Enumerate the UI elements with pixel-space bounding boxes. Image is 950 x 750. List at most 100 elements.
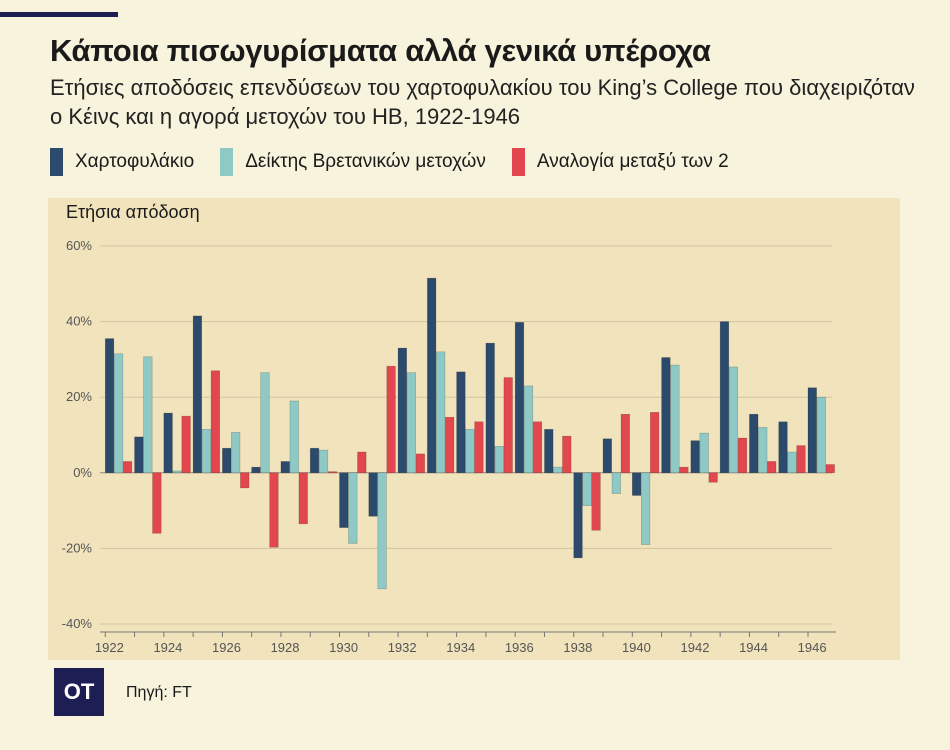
- bar-portfolio: [485, 342, 495, 474]
- x-tick-label: 1936: [505, 640, 534, 655]
- x-tick-label: 1940: [622, 640, 651, 655]
- bar-ratio: [679, 466, 689, 474]
- bar-portfolio: [339, 472, 349, 528]
- bar-ratio: [386, 365, 396, 474]
- bar-portfolio: [309, 447, 320, 474]
- bar-uk-index: [318, 449, 329, 474]
- legend-swatch-portfolio: [50, 148, 63, 176]
- bar-ratio: [620, 413, 630, 474]
- bar-uk-index: [348, 472, 358, 544]
- bar-uk-index: [787, 451, 797, 474]
- legend-item-ratio: Αναλογία μεταξύ των 2: [511, 148, 729, 176]
- bar-ratio: [445, 416, 455, 474]
- x-tick-label: 1928: [271, 640, 300, 655]
- bar-portfolio: [573, 472, 583, 559]
- bar-uk-index: [143, 356, 153, 474]
- bar-uk-index: [641, 472, 651, 545]
- bar-portfolio: [280, 461, 290, 474]
- y-tick-label: 0%: [73, 465, 92, 480]
- bar-ratio: [708, 472, 718, 483]
- bar-ratio: [210, 370, 221, 474]
- x-tick-label: 1932: [388, 640, 417, 655]
- bar-portfolio: [192, 315, 203, 474]
- y-tick-label: 40%: [66, 314, 92, 329]
- x-tick-label: 1938: [563, 640, 592, 655]
- bar-ratio: [415, 453, 425, 474]
- bar-portfolio: [749, 413, 759, 474]
- bar-portfolio: [690, 440, 700, 474]
- bar-ratio: [591, 472, 601, 531]
- bar-ratio: [532, 421, 543, 474]
- bar-ratio: [825, 464, 835, 474]
- bar-ratio: [298, 472, 308, 525]
- bar-uk-index: [582, 472, 592, 506]
- bar-uk-index: [172, 470, 182, 474]
- bar-ratio: [357, 451, 367, 474]
- legend-item-uk-index: Δείκτης Βρετανικών μετοχών: [220, 148, 486, 176]
- ot-logo: OT: [54, 668, 104, 716]
- bar-uk-index: [670, 364, 680, 474]
- chart-subtitle: Ετήσιες αποδόσεις επενδύσεων του χαρτοφυ…: [50, 75, 915, 129]
- x-tick-label: 1942: [681, 640, 710, 655]
- bar-portfolio: [514, 322, 525, 474]
- bar-ratio: [503, 377, 513, 474]
- bar-portfolio: [632, 472, 642, 496]
- legend-item-portfolio: Χαρτοφυλάκιο: [50, 148, 194, 176]
- source-note: Πηγή: FT: [126, 684, 192, 701]
- legend-swatch-uk-index: [220, 148, 234, 176]
- bar-ratio: [767, 461, 777, 474]
- bar-uk-index: [699, 432, 709, 474]
- bar-portfolio: [251, 466, 261, 474]
- bar-ratio: [327, 471, 338, 474]
- legend-label-ratio: Αναλογία μεταξύ των 2: [536, 151, 729, 172]
- bar-portfolio: [719, 321, 730, 474]
- bar-uk-index: [231, 432, 241, 474]
- bar-ratio: [474, 421, 484, 474]
- bar-ratio: [796, 445, 806, 474]
- bar-uk-index: [289, 400, 299, 474]
- chart-title: Κάποια πισωγυρίσματα αλλά γενικά υπέροχα: [50, 33, 711, 68]
- bar-ratio: [650, 412, 660, 474]
- bar-uk-index: [758, 427, 768, 474]
- y-tick-label: 20%: [66, 389, 92, 404]
- bar-ratio: [152, 472, 162, 534]
- bar-ratio: [269, 472, 279, 548]
- bar-uk-index: [406, 372, 416, 474]
- bar-portfolio: [368, 472, 378, 517]
- y-tick-label: 60%: [66, 238, 92, 253]
- bar-uk-index: [523, 385, 534, 474]
- bar-portfolio: [778, 421, 788, 474]
- x-tick-label: 1924: [153, 640, 182, 655]
- bar-portfolio: [134, 436, 144, 474]
- x-tick-label: 1944: [739, 640, 768, 655]
- x-tick-label: 1946: [798, 640, 827, 655]
- bar-ratio: [737, 437, 748, 474]
- bar-uk-index: [494, 446, 504, 474]
- top-accent-rule: [0, 12, 118, 17]
- bar-uk-index: [728, 366, 739, 474]
- bar-portfolio: [661, 357, 671, 474]
- bar-portfolio: [602, 438, 612, 474]
- bar-portfolio: [104, 338, 115, 474]
- bar-portfolio: [544, 429, 554, 474]
- x-tick-label: 1934: [446, 640, 475, 655]
- bar-uk-index: [465, 429, 475, 474]
- bar-portfolio: [397, 347, 407, 474]
- bar-uk-index: [816, 396, 826, 474]
- y-tick-label: -40%: [62, 616, 93, 631]
- x-tick-label: 1922: [95, 640, 124, 655]
- bar-uk-index: [611, 472, 621, 494]
- bar-uk-index: [260, 372, 270, 474]
- legend: Χαρτοφυλάκιο Δείκτης Βρετανικών μετοχών …: [50, 148, 755, 176]
- legend-swatch-ratio: [511, 148, 525, 176]
- bar-portfolio: [427, 277, 437, 474]
- legend-label-portfolio: Χαρτοφυλάκιο: [75, 151, 195, 172]
- bar-portfolio: [163, 412, 173, 474]
- bar-portfolio: [807, 387, 817, 474]
- legend-label-uk-index: Δείκτης Βρετανικών μετοχών: [245, 151, 486, 172]
- bar-ratio: [122, 461, 133, 474]
- x-tick-label: 1930: [329, 640, 358, 655]
- bar-ratio: [240, 472, 250, 489]
- y-axis-title: Ετήσια απόδοση: [66, 202, 200, 222]
